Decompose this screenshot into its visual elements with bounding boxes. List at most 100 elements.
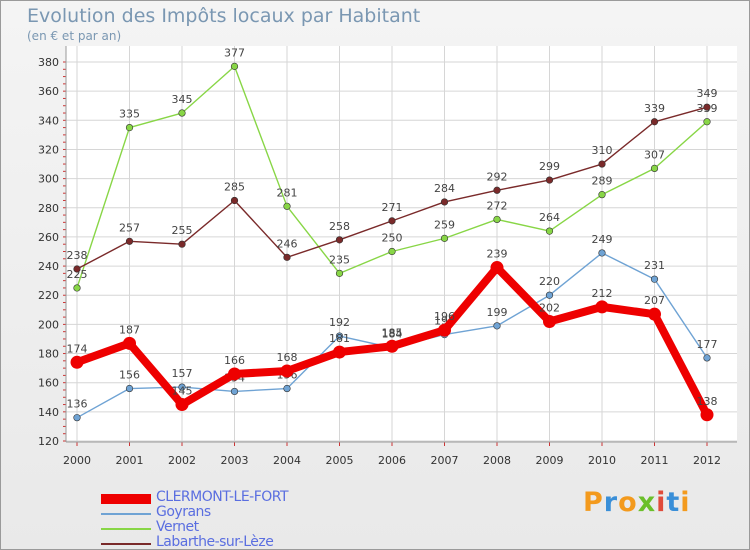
data-point [595,300,609,314]
chart-subtitle: (en € et par an) [27,29,122,43]
legend-swatch [101,543,151,545]
data-point [228,367,241,381]
data-point [283,253,291,261]
legend-label: Labarthe-sur-Lèze [156,534,274,550]
data-label: 249 [592,233,613,246]
data-point [493,215,501,224]
x-tick-label: 2007 [431,454,459,467]
x-tick-label: 2005 [326,454,354,467]
logo-letter: o [618,487,638,518]
data-label: 168 [277,351,298,364]
logo-letter: x [637,487,657,518]
data-point [283,202,291,210]
data-label: 185 [382,326,403,339]
logo-letter: i [680,487,691,518]
data-point [650,118,659,126]
data-point [598,249,606,257]
data-point [125,237,134,245]
legend-label: Goyrans [156,504,211,520]
data-point [73,265,81,273]
data-point [335,236,344,244]
x-tick-label: 2003 [221,454,249,467]
data-label: 377 [224,46,245,59]
y-tick-label: 180 [38,348,59,361]
data-label: 145 [172,385,193,398]
data-label: 239 [487,248,508,261]
data-label: 257 [119,221,140,234]
data-label: 259 [434,218,455,231]
data-label: 181 [329,332,350,345]
data-label: 339 [644,102,665,115]
y-tick-label: 340 [38,114,59,127]
data-label: 307 [644,148,665,161]
data-point [178,109,186,117]
data-point [440,234,449,242]
data-point [598,160,606,168]
series-vernet: 225 335 345 377 281 235 250 259 272 264 289 307 339 [67,46,718,292]
data-label: 285 [224,180,245,193]
data-label: 250 [382,232,403,245]
y-tick-label: 200 [38,318,59,331]
x-tick-label: 2001 [116,454,144,467]
data-point [123,336,136,350]
logo-letter: i [656,487,667,518]
data-label: 264 [539,211,560,224]
y-tick-label: 300 [38,173,59,186]
data-label: 284 [434,182,455,195]
data-point [438,323,451,337]
data-point [70,355,84,369]
data-point [175,398,189,412]
data-point [650,164,659,173]
data-label: 184 [382,328,403,341]
data-label: 271 [382,201,403,214]
y-tick-label: 220 [38,289,59,302]
legend-swatch [101,528,151,530]
data-label: 225 [67,268,88,281]
data-point [703,103,711,111]
legend-swatch [101,494,151,504]
data-point [230,387,239,396]
data-point [543,314,556,328]
data-point [178,383,186,391]
x-tick-label: 2004 [273,454,301,467]
x-tick-label: 2009 [536,454,564,467]
y-tick-label: 320 [38,143,59,156]
data-point [493,186,501,194]
y-tick-label: 260 [38,231,59,244]
x-tick-label: 2011 [641,454,669,467]
x-tick-label: 2002 [168,454,196,467]
x-tick-label: 2000 [63,454,91,467]
data-point [230,196,239,205]
data-label: 207 [644,294,665,307]
data-point [335,269,344,277]
data-point [598,191,606,199]
data-point [125,384,134,393]
series-labarthe-sur-l-ze: 238 257 255 285 246 258 271 284 292 299 310 339 349 [67,87,718,273]
data-label: 231 [644,259,665,272]
x-tick-label: 2010 [588,454,616,467]
legend-swatch [101,513,151,515]
legend-label: Vernet [156,519,199,535]
data-point [545,176,554,184]
data-point [493,322,501,330]
data-point [703,354,711,362]
data-point [178,240,186,248]
data-label: 187 [119,323,140,336]
data-point [388,217,396,225]
data-label: 335 [119,108,140,121]
data-label: 281 [277,186,298,199]
data-label: 156 [119,369,140,382]
data-label: 196 [434,310,455,323]
data-label: 272 [487,199,508,212]
logo-letter: r [603,487,619,518]
data-point [388,247,396,256]
data-label: 177 [697,338,718,351]
data-label: 289 [592,175,613,188]
data-point [73,414,81,422]
data-label: 199 [487,306,508,319]
data-label: 174 [67,342,88,355]
data-label: 258 [329,220,350,233]
data-point [440,198,449,206]
